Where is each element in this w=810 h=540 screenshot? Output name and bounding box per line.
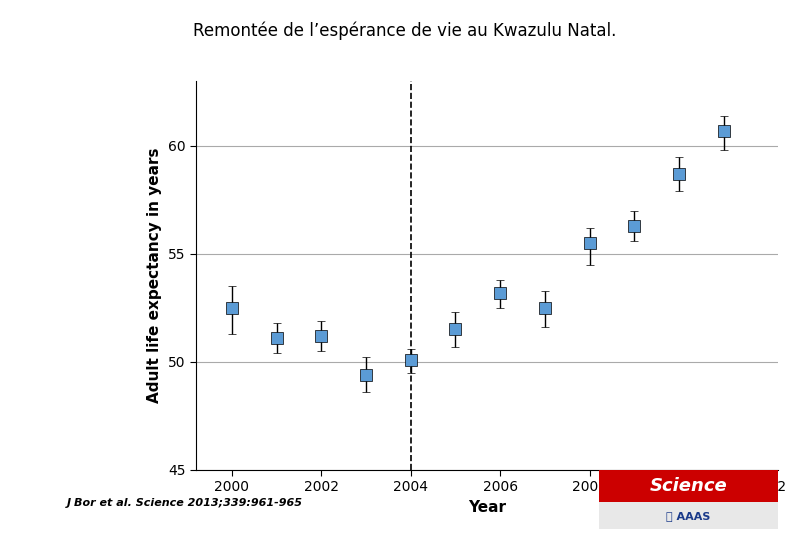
Text: Ⓝ AAAS: Ⓝ AAAS — [667, 511, 710, 521]
FancyBboxPatch shape — [599, 470, 778, 502]
Text: Infection VIH en 2015: Infection VIH en 2015 — [20, 185, 38, 388]
Text: Science: Science — [650, 477, 727, 495]
X-axis label: Year: Year — [468, 500, 505, 515]
FancyBboxPatch shape — [599, 502, 778, 529]
Y-axis label: Adult life expectancy in years: Adult life expectancy in years — [147, 147, 163, 403]
Text: Remontée de l’espérance de vie au Kwazulu Natal.: Remontée de l’espérance de vie au Kwazul… — [194, 22, 616, 40]
Text: J Bor et al. Science 2013;339:961-965: J Bor et al. Science 2013;339:961-965 — [66, 497, 302, 508]
Text: 55: 55 — [19, 505, 40, 521]
